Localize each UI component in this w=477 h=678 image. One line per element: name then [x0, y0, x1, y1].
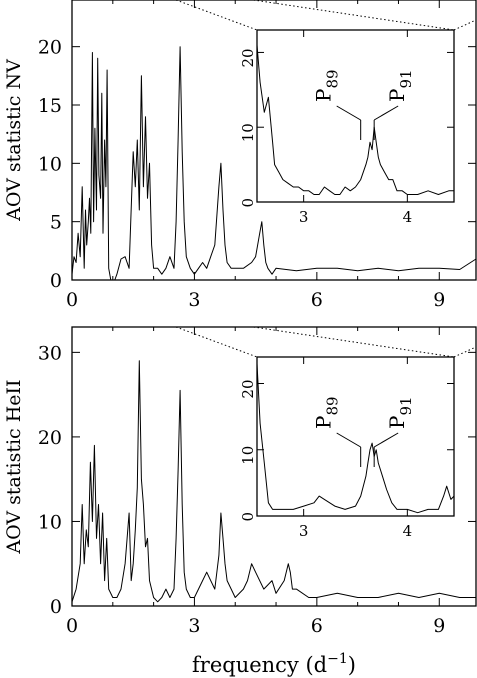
zoom-guide	[453, 19, 477, 31]
y-tick-label: 0	[50, 596, 62, 618]
zoom-guide	[253, 0, 455, 31]
inset-y-tick-label: 20	[239, 48, 257, 67]
inset-y-tick-label: 10	[239, 123, 257, 142]
inset-x-tick-label: 4	[403, 208, 413, 226]
y-tick-label: 0	[50, 270, 62, 292]
inset-y-tick-label: 10	[239, 446, 257, 465]
period-marker-leader	[373, 105, 399, 121]
period-marker-leader	[373, 432, 399, 448]
series-line	[71, 46, 477, 281]
period-marker-leader	[336, 105, 361, 121]
inset-x-tick-label: 3	[299, 522, 309, 540]
y-tick-label: 20	[38, 427, 62, 449]
period-marker-leader	[336, 432, 361, 448]
inset-background	[257, 357, 454, 516]
zoom-guide	[453, 346, 477, 358]
period-label: P89	[312, 396, 342, 429]
x-tick-label: 9	[433, 615, 445, 637]
inset-y-tick-label: 20	[239, 380, 257, 399]
x-tick-label: 0	[66, 289, 78, 311]
y-tick-label: 30	[38, 342, 62, 364]
inset-1: 3 4 0 10 20 P89 P91	[175, 0, 477, 226]
y-axis-label: AOV statistic HeII	[3, 379, 25, 554]
x-axis-label: frequency (d−1)	[192, 651, 356, 677]
inset-y-tick-label: 0	[239, 198, 257, 208]
y-tick-label: 10	[38, 511, 62, 533]
y-tick-label: 15	[38, 95, 62, 117]
x-tick-label: 6	[311, 289, 323, 311]
plot-frame	[71, 0, 477, 281]
x-tick-label: 3	[188, 289, 200, 311]
inset-2: 3 4 0 10 20 P89 P91	[175, 326, 477, 540]
x-tick-label: 9	[433, 289, 445, 311]
inset-frame	[256, 356, 455, 517]
zoom-guide	[175, 0, 258, 31]
period-label: P89	[312, 69, 342, 102]
inset-frame	[256, 29, 455, 203]
plot-frame	[71, 326, 477, 607]
inset-series-line	[256, 363, 455, 514]
x-tick-label: 3	[188, 615, 200, 637]
inset-background	[257, 30, 454, 202]
period-label: P91	[385, 396, 415, 429]
series-line	[71, 360, 476, 603]
inset-x-tick-label: 3	[299, 208, 309, 226]
x-tick-label: 6	[311, 615, 323, 637]
zoom-guide	[253, 326, 455, 358]
y-tick-label: 20	[38, 37, 62, 59]
inset-y-tick-label: 0	[239, 512, 257, 522]
period-label: P91	[385, 69, 415, 102]
inset-x-tick-label: 4	[403, 522, 413, 540]
x-tick-label: 0	[66, 615, 78, 637]
y-tick-label: 5	[50, 212, 62, 234]
panel-1: 0 3 6 9 0 5 10 15 20 AOV statistic NV 3 4 0 10 20 P89 P9…	[3, 0, 477, 311]
y-axis-label: AOV statistic NV	[3, 59, 25, 222]
y-tick-label: 10	[38, 153, 62, 175]
inset-series-line	[256, 44, 454, 195]
zoom-guide	[175, 326, 258, 358]
